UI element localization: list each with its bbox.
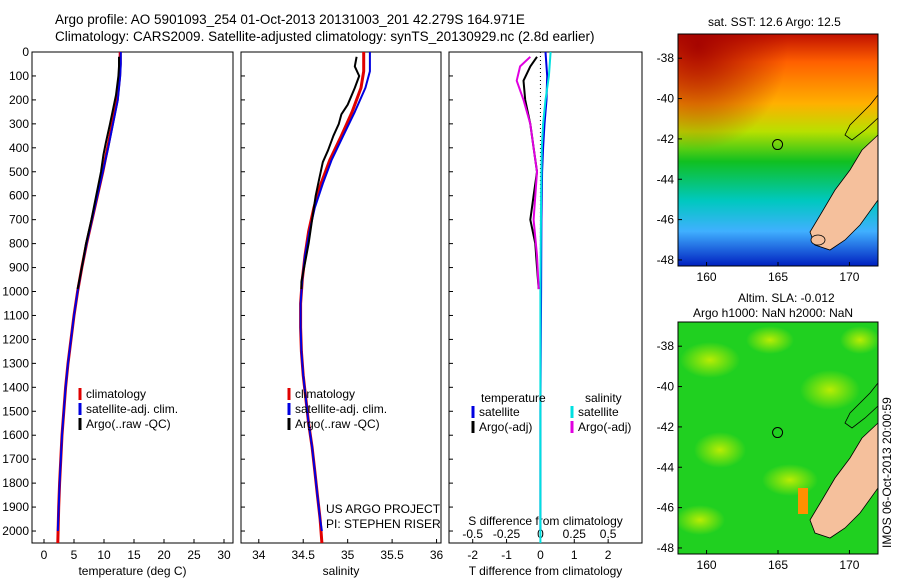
series-line	[515, 56, 540, 290]
x-tick-label: 1	[571, 548, 578, 562]
legend-label: satellite	[578, 405, 619, 419]
y-tick-label: 1300	[2, 356, 29, 370]
x-tick-label: 15	[127, 548, 141, 562]
y-tick-label: 900	[9, 261, 29, 275]
legend-label: Argo(..raw -QC)	[86, 417, 171, 431]
map-x-tick-label: 165	[768, 558, 788, 572]
chart-frame-temperature	[31, 51, 234, 544]
y-tick-label: 1800	[2, 476, 29, 490]
map-y-tick-label: -42	[657, 420, 675, 434]
map-x-tick-label: 160	[697, 558, 717, 572]
header-line-1: Argo profile: AO 5901093_254 01-Oct-2013…	[55, 12, 525, 27]
legend-label: Argo(-adj)	[479, 420, 532, 434]
legend-label: Argo(..raw -QC)	[295, 417, 380, 431]
y-tick-label: 500	[9, 165, 29, 179]
chart-salinity: 34 34.5 35 35.5 36 salinity climatologysatelli…	[240, 51, 444, 578]
legend-title: salinity	[585, 391, 622, 405]
chart-temperature: 0100200300400500600700800900100011001200…	[2, 45, 234, 578]
x-tick-label: 20	[157, 548, 171, 562]
chart-difference: -2 -1 0 1 2-0.5 -0.25 0 0.25 0.5S difference fro…	[448, 51, 643, 578]
y-tick-label: 1200	[2, 332, 29, 346]
map-y-tick-label: -44	[657, 460, 675, 474]
y-tick-label: 1400	[2, 380, 29, 394]
y-tick-label: 1700	[2, 452, 29, 466]
legend-label: satellite	[479, 405, 520, 419]
y-tick-label: 1000	[2, 285, 29, 299]
x-tick-label: 36	[430, 548, 444, 562]
x-tick-top-label: -0.5	[462, 527, 483, 541]
x-tick-label: 5	[71, 548, 78, 562]
map-y-tick-label: -38	[657, 51, 675, 65]
y-tick-label: 200	[9, 93, 29, 107]
series-line	[299, 52, 371, 532]
sla-map-title-1: Altim. SLA: -0.012	[738, 291, 835, 305]
y-tick-label: 700	[9, 213, 29, 227]
x-tick-top-label: 0.5	[600, 527, 617, 541]
y-tick-label: 2000	[2, 524, 29, 538]
x-axis-label-top: S difference from climatology	[468, 514, 623, 528]
y-tick-label: 100	[9, 69, 29, 83]
map-x-tick-label: 165	[768, 270, 788, 284]
y-tick-label: 1900	[2, 500, 29, 514]
x-tick-label: -2	[467, 548, 478, 562]
x-tick-label: 10	[97, 548, 111, 562]
header-line-2: Climatology: CARS2009. Satellite-adjuste…	[55, 29, 595, 44]
x-axis-label: temperature (deg C)	[78, 564, 186, 578]
map-x-tick-label: 170	[839, 270, 859, 284]
legend-label: Argo(-adj)	[578, 420, 631, 434]
x-tick-label: 0	[537, 548, 544, 562]
x-axis-label: salinity	[323, 564, 360, 578]
x-tick-label: -1	[501, 548, 512, 562]
sla-map-title-2: Argo h1000: NaN h2000: NaN	[693, 306, 854, 320]
map-y-tick-label: -40	[657, 92, 675, 106]
argo-location-marker	[772, 139, 784, 151]
y-tick-label: 300	[9, 117, 29, 131]
chart-frame-difference	[448, 51, 643, 544]
legend-label: satellite-adj. clim.	[295, 402, 387, 416]
x-tick-label: 34.5	[292, 548, 316, 562]
map-y-tick-label: -46	[657, 501, 675, 515]
y-tick-label: 600	[9, 189, 29, 203]
x-tick-top-label: -0.25	[493, 527, 521, 541]
x-tick-label: 30	[217, 548, 231, 562]
map-y-tick-label: -44	[657, 172, 675, 186]
map-x-tick-label: 160	[697, 270, 717, 284]
map-y-tick-label: -46	[657, 213, 675, 227]
map-y-tick-label: -48	[657, 541, 675, 555]
imos-credit: IMOS 06-Oct-2013 20:00:59	[880, 397, 894, 548]
y-tick-label: 1100	[3, 308, 29, 322]
map-y-tick-label: -38	[657, 339, 675, 353]
chart-frame-salinity	[240, 51, 442, 544]
legend-label: satellite-adj. clim.	[86, 402, 178, 416]
series-line	[76, 56, 120, 290]
series-line	[539, 51, 552, 543]
x-tick-label: 0	[41, 548, 48, 562]
y-tick-label: 0	[22, 45, 29, 59]
x-tick-label: 34	[252, 548, 266, 562]
x-tick-top-label: 0.25	[563, 527, 587, 541]
legend-label: climatology	[295, 387, 355, 401]
legend-title: temperature	[481, 391, 546, 405]
map-y-tick-label: -48	[657, 253, 675, 267]
x-tick-label: 35	[341, 548, 355, 562]
y-tick-label: 800	[9, 237, 29, 251]
sst-map	[677, 33, 879, 267]
legend-label: climatology	[86, 387, 146, 401]
map-x-tick-label: 170	[839, 558, 859, 572]
y-tick-label: 1600	[2, 428, 29, 442]
x-tick-label: 2	[605, 548, 612, 562]
y-tick-label: 400	[9, 141, 29, 155]
x-tick-label: 35.5	[380, 548, 404, 562]
map-y-tick-label: -40	[657, 380, 675, 394]
map-y-tick-label: -42	[657, 132, 675, 146]
x-axis-label: T difference from climatology	[469, 564, 623, 578]
argo-location-marker	[772, 427, 784, 439]
y-tick-label: 1500	[2, 404, 29, 418]
sst-map-title: sat. SST: 12.6 Argo: 12.5	[708, 15, 841, 29]
x-tick-label: 25	[187, 548, 201, 562]
annotation-line: PI: STEPHEN RISER	[326, 517, 441, 531]
annotation-line: US ARGO PROJECT	[326, 502, 441, 516]
series-line	[300, 56, 361, 290]
